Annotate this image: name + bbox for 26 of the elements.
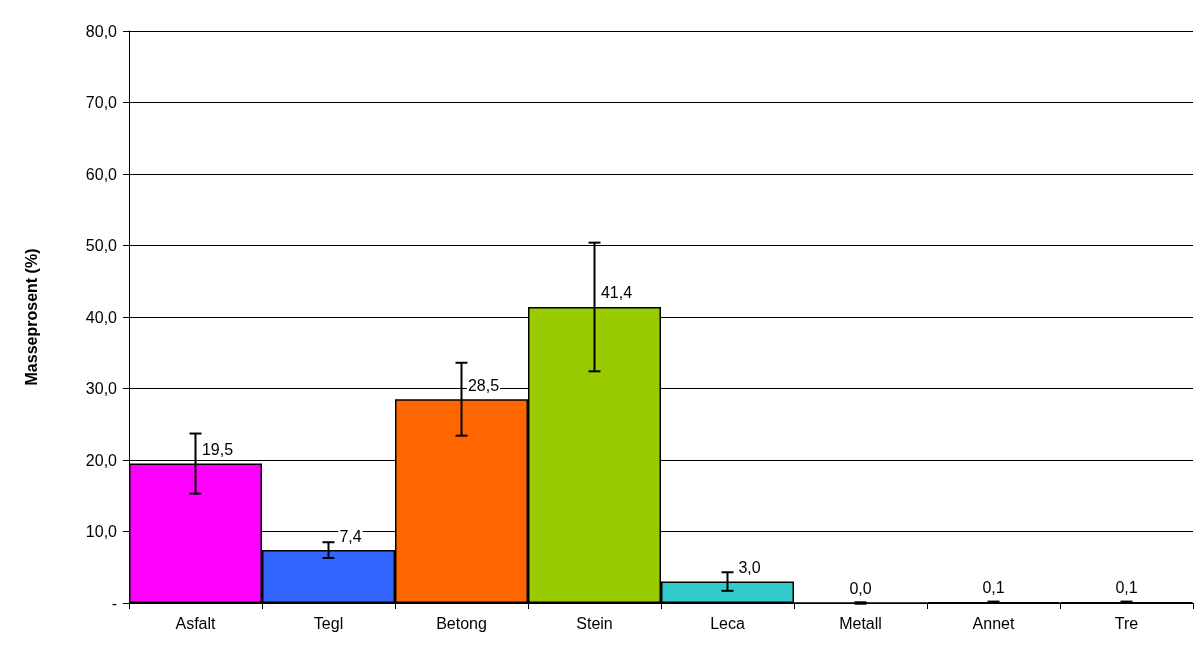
y-tick-label: 70,0 [85, 94, 118, 111]
data-label: 7,4 [339, 527, 362, 545]
data-label: 0,1 [1115, 579, 1138, 597]
y-tick-label: 60,0 [85, 165, 118, 183]
x-tick-label: Metall [839, 614, 882, 632]
y-axis-title: Masseprosent (%) [22, 248, 40, 386]
data-label: 0,1 [982, 579, 1005, 597]
x-tick-label: Betong [436, 614, 487, 632]
x-tick-label: Tre [1114, 614, 1139, 632]
x-tick-label: Tegl [313, 614, 344, 632]
y-tick-label: 30,0 [85, 380, 118, 397]
x-tick-label: Stein [576, 614, 613, 632]
x-tick-label: Leca [710, 614, 745, 632]
x-tick-label: Asfalt [175, 614, 217, 632]
y-tick-label: 40,0 [85, 308, 118, 326]
y-tick-label: 80,0 [85, 22, 118, 40]
data-label: 0,0 [849, 579, 872, 597]
x-tick-label: Annet [972, 614, 1015, 632]
y-tick-label: 50,0 [85, 237, 118, 254]
data-label: 41,4 [600, 284, 633, 302]
data-label: 3,0 [738, 559, 761, 577]
data-label: 19,5 [201, 441, 234, 459]
y-tick-label: - [111, 594, 117, 612]
y-tick-label: 20,0 [85, 451, 118, 469]
data-label: 28,5 [467, 376, 500, 394]
y-tick-label: 10,0 [85, 523, 118, 540]
